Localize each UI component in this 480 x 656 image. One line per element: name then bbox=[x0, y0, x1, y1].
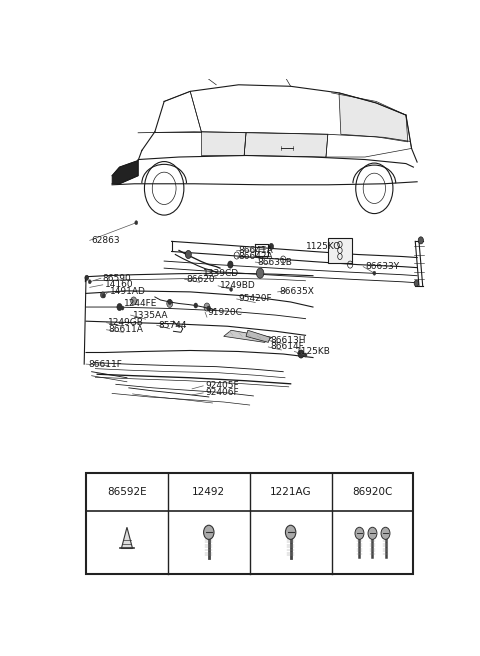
Circle shape bbox=[368, 527, 377, 539]
Text: 1244FE: 1244FE bbox=[124, 299, 157, 308]
Circle shape bbox=[269, 243, 274, 249]
Text: 86633Y: 86633Y bbox=[365, 262, 399, 271]
FancyBboxPatch shape bbox=[86, 473, 413, 574]
Polygon shape bbox=[244, 133, 328, 157]
Text: 92405F: 92405F bbox=[205, 381, 239, 390]
Circle shape bbox=[85, 276, 89, 280]
Circle shape bbox=[373, 271, 376, 276]
Text: 1335AA: 1335AA bbox=[132, 311, 168, 319]
Text: 12492: 12492 bbox=[192, 487, 226, 497]
Text: 62863: 62863 bbox=[92, 236, 120, 245]
Text: 86614F: 86614F bbox=[270, 342, 304, 352]
Circle shape bbox=[135, 220, 138, 225]
Text: 1491AD: 1491AD bbox=[110, 287, 146, 297]
Circle shape bbox=[194, 303, 198, 308]
Circle shape bbox=[102, 294, 106, 298]
Text: 86620: 86620 bbox=[186, 275, 215, 284]
Circle shape bbox=[204, 303, 210, 311]
Text: 95420F: 95420F bbox=[239, 295, 272, 304]
Polygon shape bbox=[121, 527, 132, 548]
Circle shape bbox=[286, 525, 296, 539]
Circle shape bbox=[131, 297, 137, 305]
Text: 1125KO: 1125KO bbox=[305, 242, 341, 251]
FancyBboxPatch shape bbox=[328, 238, 352, 262]
Polygon shape bbox=[112, 161, 138, 184]
Text: 85744: 85744 bbox=[158, 321, 187, 330]
Text: 86590: 86590 bbox=[103, 274, 132, 283]
Circle shape bbox=[304, 353, 307, 357]
Text: 86641A: 86641A bbox=[239, 246, 273, 255]
Circle shape bbox=[256, 268, 264, 278]
Circle shape bbox=[167, 299, 173, 308]
Circle shape bbox=[185, 251, 192, 258]
Text: 1249BD: 1249BD bbox=[220, 281, 256, 291]
Text: 1249GB: 1249GB bbox=[108, 318, 144, 327]
Polygon shape bbox=[339, 93, 408, 142]
Text: 86631B: 86631B bbox=[257, 258, 292, 266]
Text: 86611F: 86611F bbox=[88, 359, 122, 369]
Circle shape bbox=[414, 280, 419, 286]
Text: 86611A: 86611A bbox=[108, 325, 143, 335]
Polygon shape bbox=[246, 330, 270, 342]
Text: 1339CD: 1339CD bbox=[203, 269, 240, 277]
Text: 91920C: 91920C bbox=[207, 308, 242, 317]
Circle shape bbox=[229, 287, 233, 291]
Circle shape bbox=[88, 279, 91, 284]
Circle shape bbox=[355, 527, 364, 539]
Text: 86613H: 86613H bbox=[270, 336, 306, 345]
Text: 92406F: 92406F bbox=[205, 388, 239, 398]
Text: 14160: 14160 bbox=[105, 280, 133, 289]
Circle shape bbox=[121, 306, 124, 310]
Circle shape bbox=[204, 525, 214, 539]
Circle shape bbox=[381, 527, 390, 539]
Circle shape bbox=[100, 292, 105, 298]
Text: 86920C: 86920C bbox=[352, 487, 393, 497]
Polygon shape bbox=[202, 132, 246, 155]
Circle shape bbox=[117, 304, 122, 310]
Circle shape bbox=[228, 261, 233, 268]
Text: 86642A: 86642A bbox=[239, 252, 273, 261]
Text: 86592E: 86592E bbox=[107, 487, 147, 497]
Circle shape bbox=[298, 350, 304, 358]
Text: 86635X: 86635X bbox=[279, 287, 314, 297]
Text: 1125KB: 1125KB bbox=[296, 347, 331, 356]
Polygon shape bbox=[224, 330, 272, 342]
Text: 1221AG: 1221AG bbox=[270, 487, 312, 497]
Circle shape bbox=[168, 299, 172, 304]
Circle shape bbox=[418, 237, 423, 244]
Circle shape bbox=[207, 306, 211, 311]
